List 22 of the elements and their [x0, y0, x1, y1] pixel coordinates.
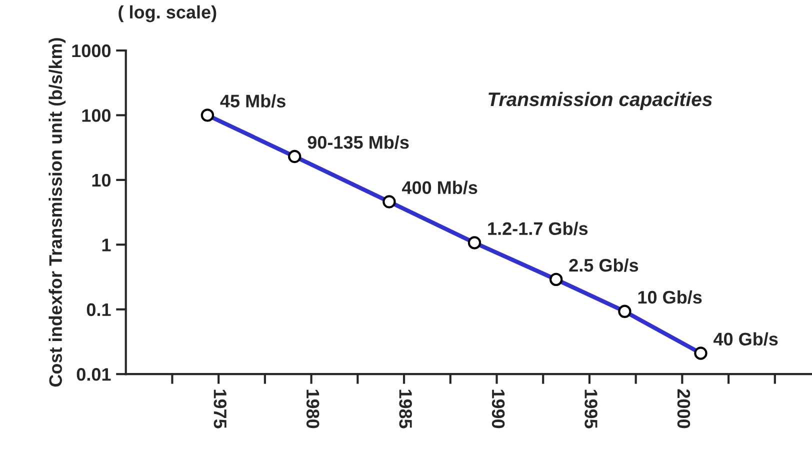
- y-tick-label: 0.1: [86, 303, 111, 316]
- annotation: 10 Gb/s: [638, 290, 702, 304]
- x-tick-label: 1980: [306, 390, 320, 428]
- annotation: 400 Mb/s: [402, 180, 478, 194]
- x-tick-label: 1990: [492, 390, 505, 428]
- y-axis-title: Cost indexfor Transmission unit (b/s/km): [48, 38, 66, 387]
- annotation: 1.2-1.7 Gb/s: [488, 222, 588, 236]
- annotation: 2.5 Gb/s: [569, 258, 638, 272]
- annotation: 40 Gb/s: [714, 332, 778, 346]
- y-tick-label: 100: [82, 109, 111, 122]
- x-tick-label: 1975: [214, 390, 227, 428]
- y-tick-label: 1000: [72, 44, 111, 58]
- x-tick-label: 1995: [584, 390, 598, 428]
- text: ( log. scale): [118, 5, 216, 22]
- annotation: Transmission capacities: [488, 92, 712, 110]
- annotation: 45 Mb/s: [220, 94, 286, 108]
- annotation: 90-135 Mb/s: [308, 136, 409, 149]
- x-tick-label: 2000: [677, 389, 690, 428]
- y-tick-label: 1: [102, 238, 111, 252]
- x-tick-label: 1985: [399, 390, 412, 428]
- y-tick-label: 0.01: [76, 368, 111, 381]
- y-tick-label: 10: [92, 174, 111, 187]
